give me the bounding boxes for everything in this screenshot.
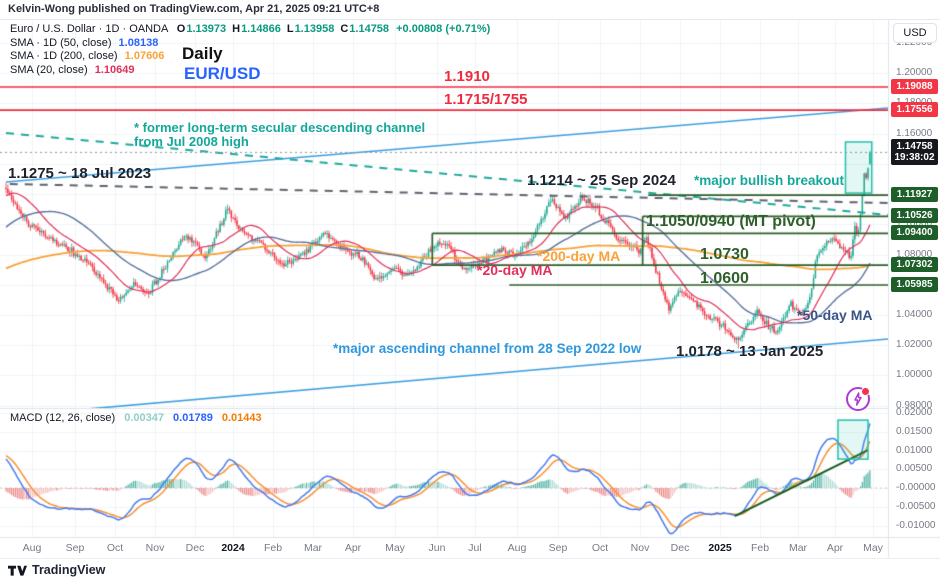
ohlc-key: L [286,23,294,35]
ohlc-value: 1.13973 [186,23,227,35]
macd-axis-tick: -0.01000 [896,519,936,531]
time-axis-label: 2024 [221,542,245,554]
macd-signal-value: 0.01443 [221,412,262,424]
ohlc-value: 1.13958 [294,23,335,35]
boost-flash-button[interactable] [846,387,870,411]
macd-axis-tick: -0.00500 [896,500,936,512]
price-axis-tick: 1.08000 [896,248,933,260]
price-axis-badge: 1.17556 [891,102,938,118]
price-axis-tick: 1.16000 [896,127,933,139]
change-value: +0.00808 (+0.71%) [396,23,491,35]
time-axis-label: Apr [344,542,362,554]
macd-label: MACD (12, 26, close) [10,412,116,424]
price-axis-tick: 1.20000 [896,67,933,79]
sma200-value: 1.07606 [124,50,165,62]
tradingview-logo-icon [8,565,27,576]
macd-axis-tick: 0.01500 [896,425,933,437]
lightning-icon [854,392,862,406]
time-axis-label: Sep [65,542,85,554]
macd-axis-tick: 0.00500 [896,463,933,475]
time-axis-label: Apr [826,542,844,554]
brand-name: TradingView [32,563,106,577]
ohlc-key: C [340,23,349,35]
price-axis-badge: 1.11927 [891,187,938,203]
price-axis-badge: 1.09400 [891,225,938,241]
sma50-label: SMA · 1D (50, close) [10,36,112,49]
time-axis-label: Oct [106,542,124,554]
price-axis-tick: 0.98000 [896,399,933,411]
time-axis[interactable]: Aug Sep Oct Nov Dec 2024 Feb Mar Apr May Jun Jul Aug… [0,538,888,558]
time-axis-label: Oct [591,542,609,554]
sma200-label: SMA · 1D (200, close) [10,50,118,62]
time-axis-label: Aug [507,542,527,554]
time-axis-label: Dec [670,542,690,554]
sma20-label: SMA (20, close) [10,63,88,76]
price-axis-badge: 1.07302 [891,257,938,273]
time-axis-label: Aug [22,542,42,554]
macd-axis-tick: 0.02000 [896,407,933,418]
sma200-legend-row[interactable]: SMA · 1D (200, close) 1.07606 [10,50,490,64]
time-axis-label: Mar [303,542,323,554]
ohlc-key: H [232,23,241,35]
currency-toggle-button[interactable]: USD [893,23,937,43]
ohlc-value: 1.14758 [349,23,390,35]
time-axis-label: Mar [788,542,808,554]
ohlc-value: 1.14866 [241,23,281,35]
time-axis-label: 2025 [708,542,732,554]
price-axis-tick: 1.00000 [896,369,933,381]
time-axis-label: May [385,542,405,554]
sma20-legend-row[interactable]: SMA (20, close) 1.10649 [10,64,490,78]
time-axis-label: Nov [145,542,165,554]
symbol-legend-row[interactable]: Euro / U.S. Dollar · 1D · OANDA O1.13973… [10,23,490,37]
time-axis-label: May [863,542,883,554]
tradingview-logo-link[interactable]: TradingView [8,563,105,577]
macd-hist-value: 0.00347 [124,412,164,424]
symbol-title: Euro / U.S. Dollar · 1D · OANDA [10,23,168,35]
chart-legend: Euro / U.S. Dollar · 1D · OANDA O1.13973… [10,23,490,77]
time-axis-label: Nov [630,542,650,554]
notification-dot [861,387,870,396]
price-axis-badge: 1.10526 [891,208,938,224]
time-axis-label: Jul [468,542,482,554]
time-axis-label: Jun [428,542,446,554]
countdown-timer: 19:38:02 [894,152,935,164]
price-axis-badge: 1.14758 19:38:02 [891,139,938,166]
price-axis[interactable]: 1.220001.200001.180001.160001.100001.080… [889,0,940,580]
price-axis-badge: 1.05985 [891,276,938,292]
sma50-legend-row[interactable]: SMA · 1D (50, close) 1.08138 [10,37,490,51]
macd-legend-row[interactable]: MACD (12, 26, close) 0.00347 0.01789 0.0… [10,412,262,424]
time-axis-label: Sep [548,542,568,554]
time-axis-label: Dec [185,542,205,554]
price-axis-badge: 1.19088 [891,79,938,94]
time-axis-label: Feb [750,542,770,554]
ohlc-values: O1.13973 H1.14866 L1.13958 C1.14758 [171,23,389,35]
macd-axis-tick: -0.00000 [896,482,936,493]
macd-axis-tick: 0.01000 [896,444,933,456]
sma50-value: 1.08138 [118,36,159,49]
sma20-value: 1.10649 [94,63,135,76]
time-axis-label: Feb [263,542,283,554]
price-axis-tick: 1.04000 [896,308,933,320]
price-axis-tick: 1.10000 [896,218,933,230]
ohlc-key: O [176,23,186,35]
macd-line-value: 0.01789 [173,412,213,424]
price-axis-tick: 1.02000 [896,339,933,351]
